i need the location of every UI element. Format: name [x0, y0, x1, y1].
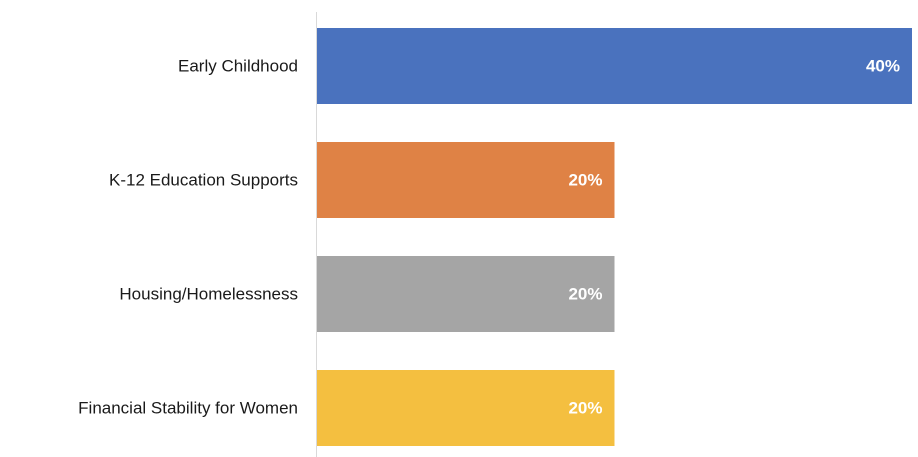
category-label-early-childhood: Early Childhood — [178, 57, 298, 76]
bar-housing-homelessness — [317, 256, 615, 332]
category-label-k-12-education-supports: K-12 Education Supports — [109, 171, 298, 190]
bar-early-childhood — [317, 28, 912, 104]
bar-k-12-education-supports — [317, 142, 615, 218]
value-label-housing-homelessness: 20% — [568, 285, 602, 304]
category-labels-group: Early Childhood K-12 Education Supports Ho… — [78, 57, 298, 418]
value-label-early-childhood: 40% — [866, 57, 900, 76]
bar-financial-stability-for-women — [317, 370, 615, 446]
value-labels-group: 40% 20% 20% 20% — [568, 57, 900, 418]
category-label-financial-stability-for-women: Financial Stability for Women — [78, 399, 298, 418]
value-label-financial-stability-for-women: 20% — [568, 399, 602, 418]
bars-group — [317, 28, 912, 446]
value-label-k-12-education-supports: 20% — [568, 171, 602, 190]
category-label-housing-homelessness: Housing/Homelessness — [119, 285, 298, 304]
